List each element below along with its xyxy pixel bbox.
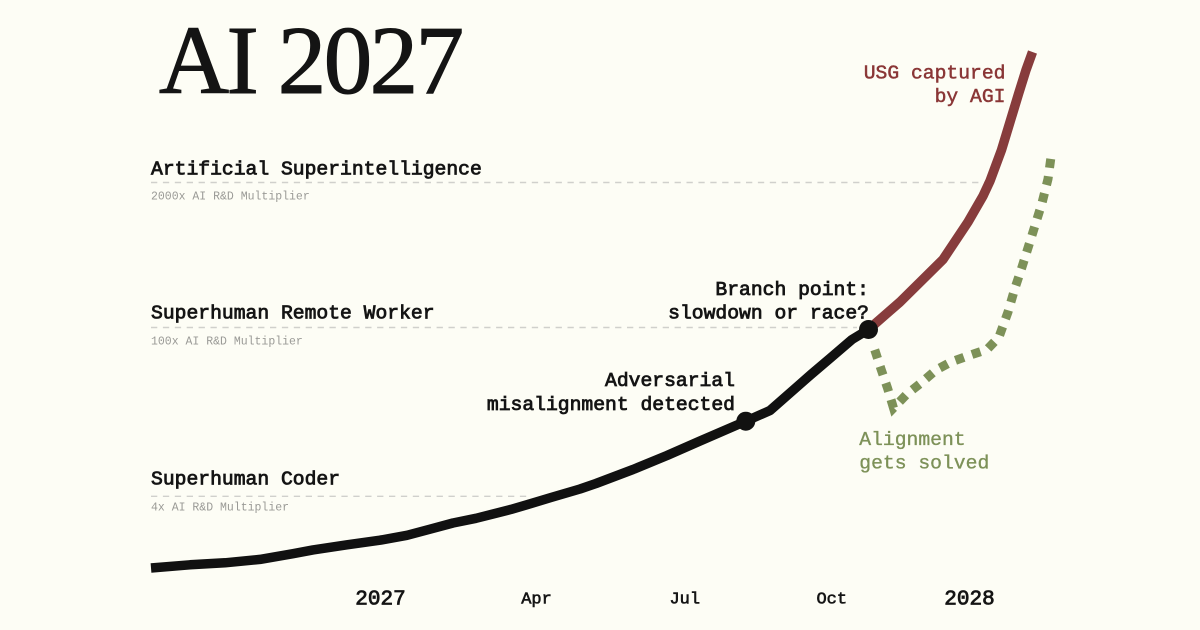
svg-text:misalignment detected: misalignment detected <box>487 394 735 416</box>
svg-text:by AGI: by AGI <box>935 86 1006 108</box>
svg-text:100x AI R&D Multiplier: 100x AI R&D Multiplier <box>151 336 303 349</box>
svg-text:gets solved: gets solved <box>859 453 989 475</box>
svg-text:Alignment: Alignment <box>859 429 965 451</box>
svg-text:2028: 2028 <box>944 589 994 612</box>
svg-text:Superhuman Remote Worker: Superhuman Remote Worker <box>151 303 435 325</box>
svg-text:2000x AI R&D Multiplier: 2000x AI R&D Multiplier <box>151 190 310 203</box>
svg-text:Apr: Apr <box>521 591 552 610</box>
svg-text:Oct: Oct <box>816 591 847 610</box>
svg-text:4x AI R&D Multiplier: 4x AI R&D Multiplier <box>151 502 289 515</box>
svg-text:slowdown or race?: slowdown or race? <box>668 303 869 325</box>
svg-text:2027: 2027 <box>355 589 405 612</box>
svg-text:Branch point:: Branch point: <box>715 279 869 301</box>
svg-text:Jul: Jul <box>669 591 700 610</box>
svg-text:USG captured: USG captured <box>864 63 1006 85</box>
svg-text:Superhuman Coder: Superhuman Coder <box>151 469 340 491</box>
svg-text:AI 2027: AI 2027 <box>159 7 462 114</box>
svg-text:Artificial Superintelligence: Artificial Superintelligence <box>151 159 482 181</box>
svg-text:Adversarial: Adversarial <box>605 370 735 392</box>
